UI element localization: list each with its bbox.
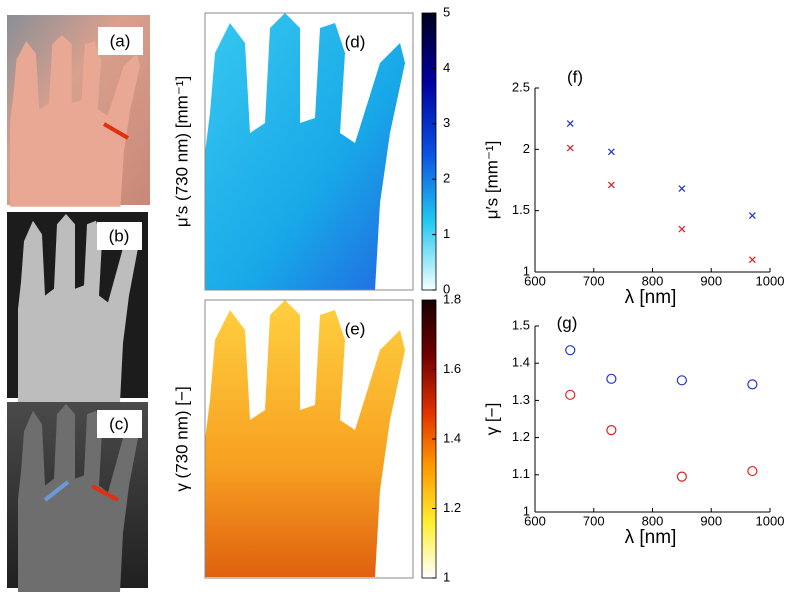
point: [678, 225, 686, 233]
y-tick-label: 2.5: [512, 79, 530, 94]
point: [747, 465, 758, 477]
panel-label: (c): [109, 414, 129, 433]
colorbar-tick-label: 0: [443, 281, 450, 296]
colorbar-tick-label: 1: [443, 226, 450, 241]
photo-b: [7, 212, 148, 403]
point: [606, 373, 617, 384]
y-tick-label: 1.2: [512, 429, 530, 444]
point: [607, 148, 615, 156]
colorbar: [421, 12, 437, 291]
x-tick-label: 900: [700, 273, 722, 288]
point: [676, 471, 687, 482]
colorbar-tick-label: 1.6: [443, 361, 461, 376]
x-tick-label: 1000: [756, 273, 785, 288]
point: [748, 256, 756, 264]
hand-map-d: [205, 13, 405, 290]
panel-label: (b): [109, 226, 130, 245]
y-axis-label: γ [−]: [482, 403, 501, 436]
y-axis-label: μ′s [mm⁻¹]: [482, 141, 501, 220]
x-axis-label: λ [nm]: [625, 527, 677, 548]
y-tick-label: 1.5: [512, 317, 530, 332]
x-tick-label: 700: [583, 513, 605, 528]
point: [565, 389, 576, 400]
panel-label: (f): [567, 67, 583, 86]
colorbar-tick-label: 1: [443, 569, 450, 584]
hand-map-e: [205, 300, 405, 577]
y-axis-label: γ (730 nm) [−]: [172, 386, 191, 491]
map-frame: [204, 12, 414, 291]
y-tick-label: 1.1: [512, 466, 530, 481]
point: [748, 212, 756, 219]
map-frame: [204, 299, 414, 579]
colorbar-tick-label: 3: [443, 115, 450, 130]
point: [678, 185, 686, 193]
point: [565, 345, 576, 356]
photo-c: [7, 402, 148, 592]
panel-label: (d): [345, 32, 366, 51]
point: [606, 425, 617, 436]
point: [747, 379, 758, 390]
colorbar-tick-label: 1.2: [443, 500, 461, 515]
x-tick-label: 600: [524, 273, 546, 288]
y-tick-label: 1: [523, 263, 530, 278]
colorbar-tick-label: 2: [443, 171, 450, 186]
panel-label: (e): [345, 319, 366, 338]
point: [676, 375, 687, 386]
y-tick-label: 2: [523, 141, 530, 156]
y-tick-label: 1.4: [512, 355, 530, 370]
point: [566, 144, 574, 152]
x-tick-label: 800: [642, 273, 664, 288]
photo-a: [7, 15, 150, 207]
x-tick-label: 700: [583, 273, 605, 288]
point: [566, 120, 574, 127]
y-tick-label: 1.5: [512, 202, 530, 217]
x-tick-label: 800: [642, 513, 664, 528]
x-axis-label: λ [nm]: [625, 287, 677, 308]
point: [607, 181, 615, 189]
x-tick-label: 600: [524, 513, 546, 528]
colorbar-tick-label: 5: [443, 4, 450, 19]
colorbar-tick-label: 1.8: [443, 291, 461, 306]
colorbar-tick-label: 1.4: [443, 430, 461, 445]
colorbar-tick-label: 4: [443, 60, 450, 75]
x-tick-label: 1000: [756, 513, 785, 528]
y-tick-label: 1: [523, 503, 530, 518]
panel-label: (a): [110, 31, 131, 50]
y-axis-label: μ′s (730 nm) [mm⁻¹]: [172, 76, 191, 227]
y-tick-label: 1.3: [512, 392, 530, 407]
panel-label: (g): [557, 313, 578, 332]
x-tick-label: 900: [700, 513, 722, 528]
